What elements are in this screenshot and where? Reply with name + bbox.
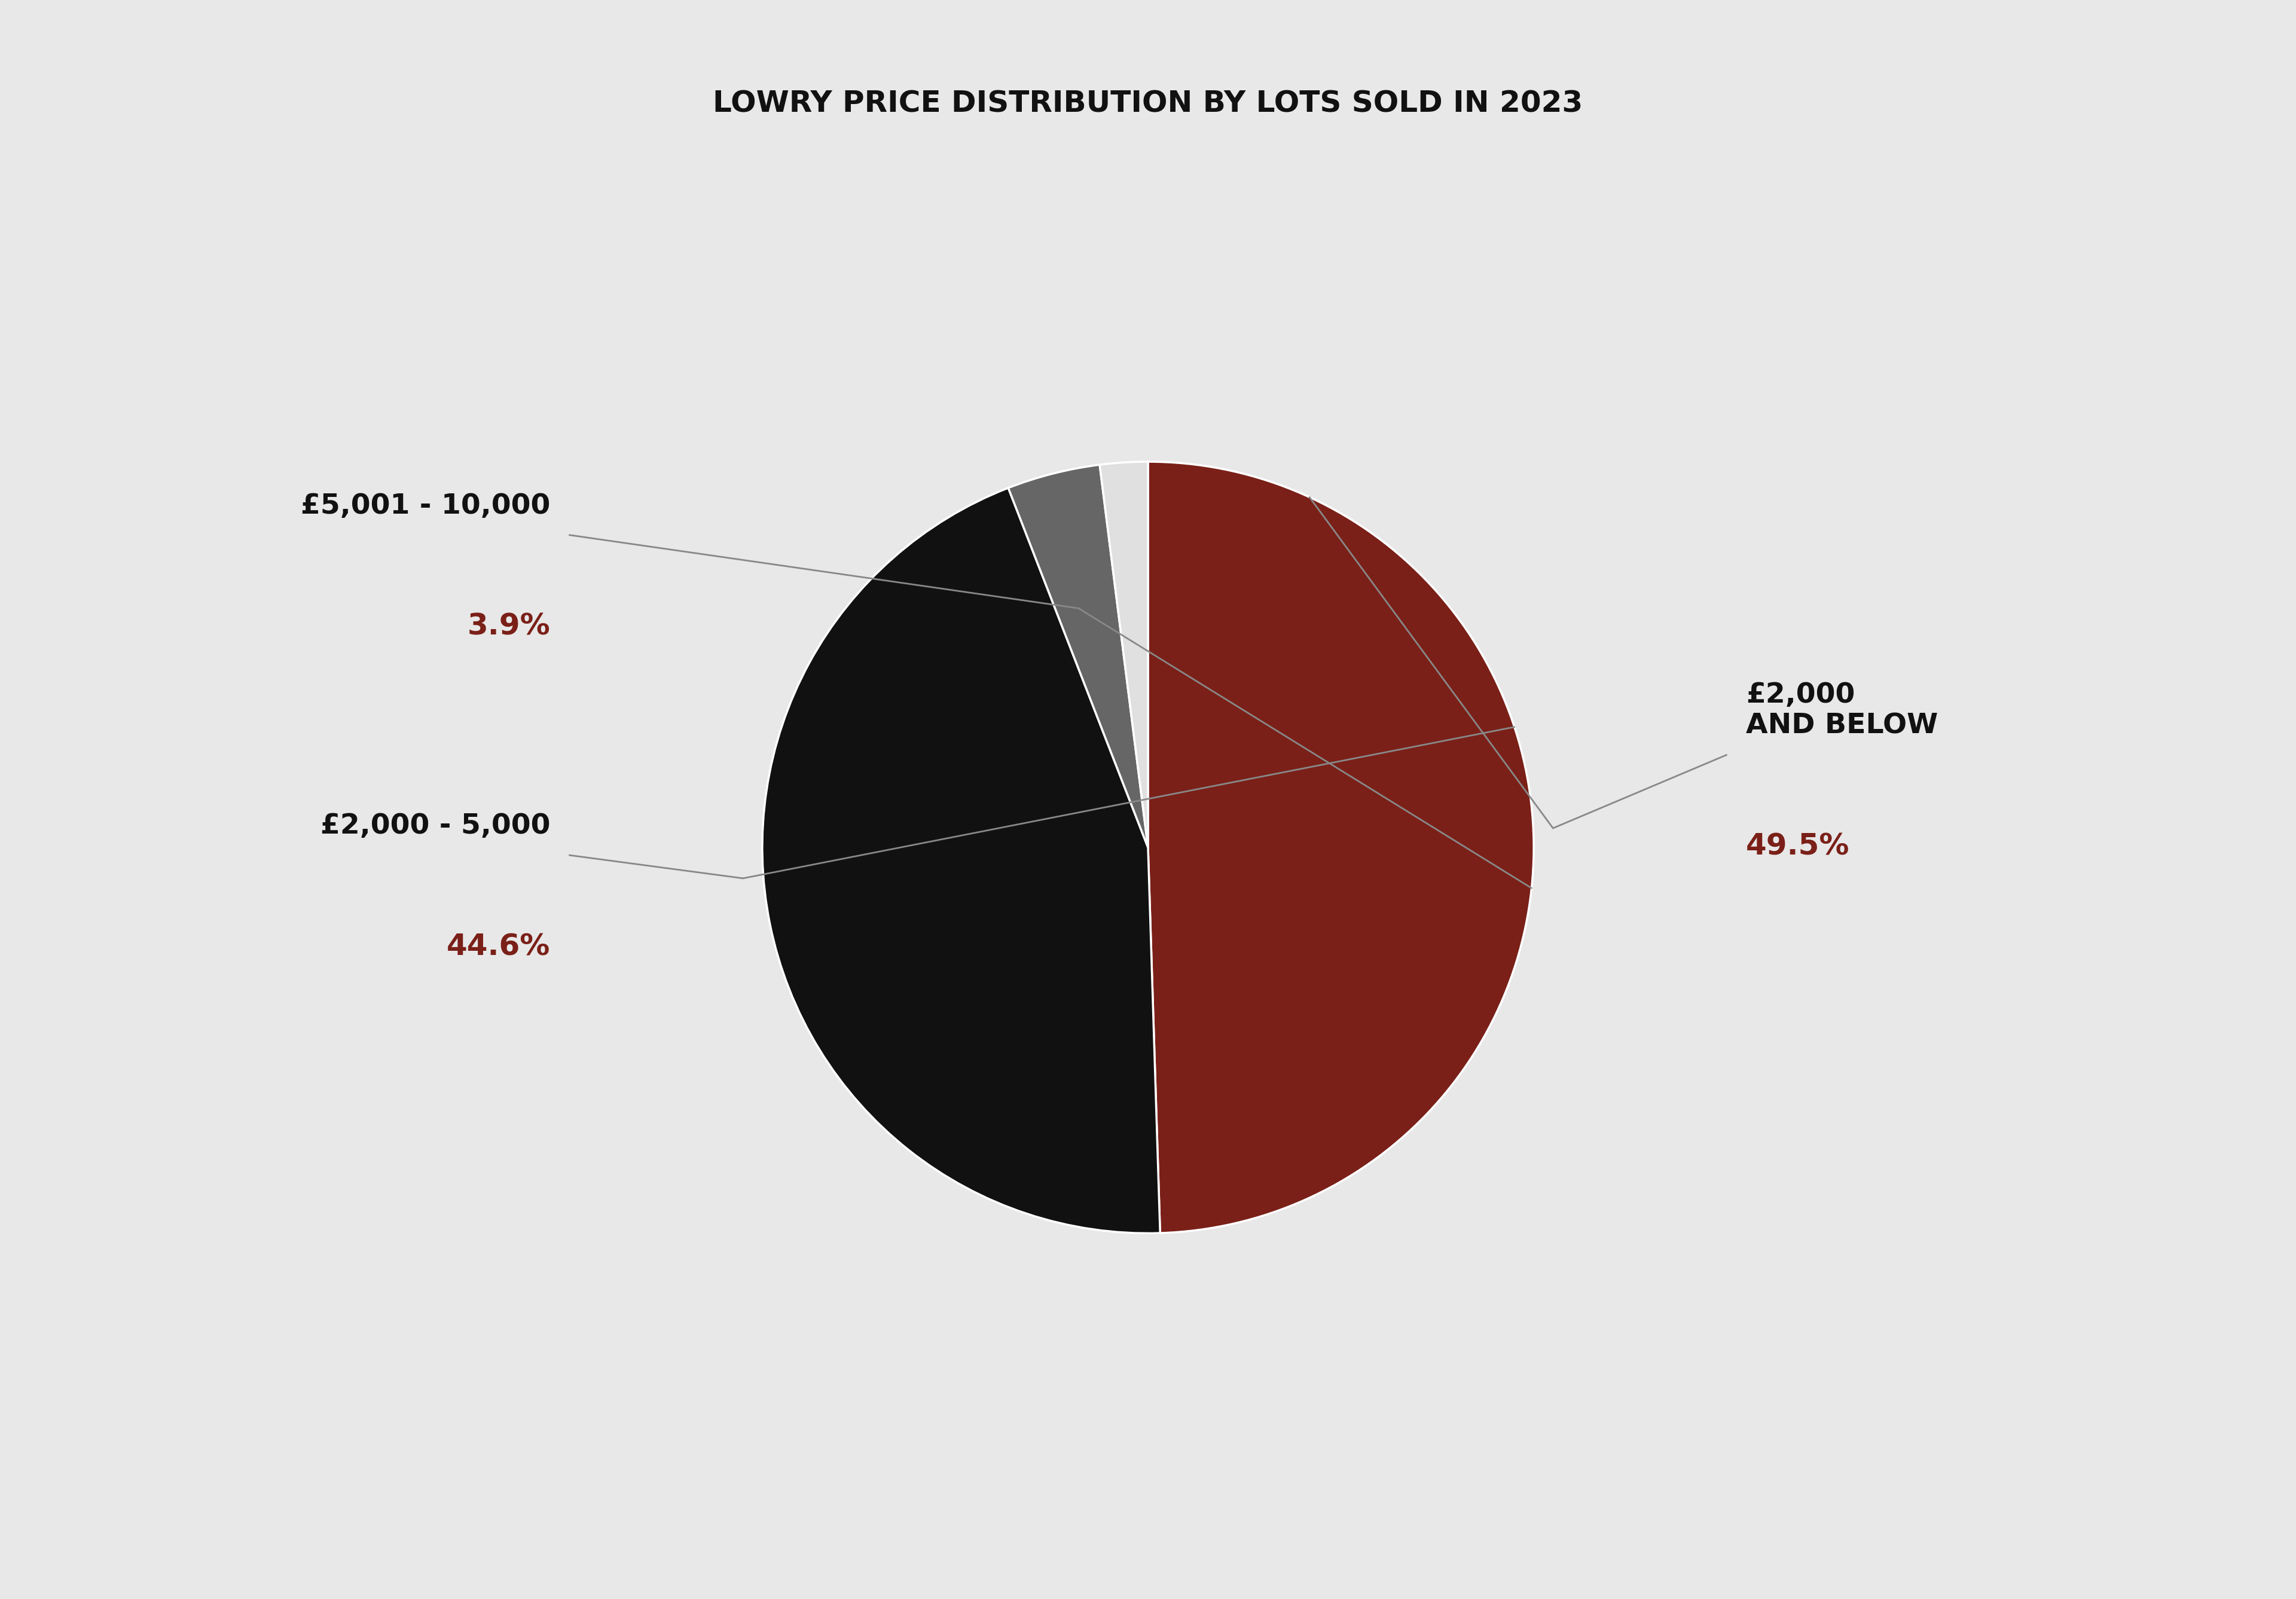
- Text: £2,000 - 5,000: £2,000 - 5,000: [319, 812, 551, 839]
- Text: £5,001 - 10,000: £5,001 - 10,000: [301, 492, 551, 520]
- Text: 44.6%: 44.6%: [445, 932, 551, 961]
- Wedge shape: [1100, 462, 1148, 847]
- Wedge shape: [1148, 462, 1534, 1233]
- Text: LOWRY PRICE DISTRIBUTION BY LOTS SOLD IN 2023: LOWRY PRICE DISTRIBUTION BY LOTS SOLD IN…: [714, 90, 1582, 118]
- Text: 49.5%: 49.5%: [1745, 831, 1851, 860]
- Wedge shape: [1008, 465, 1148, 847]
- Text: 3.9%: 3.9%: [466, 612, 551, 641]
- Wedge shape: [762, 488, 1159, 1233]
- Text: £2,000
AND BELOW: £2,000 AND BELOW: [1745, 681, 1938, 739]
